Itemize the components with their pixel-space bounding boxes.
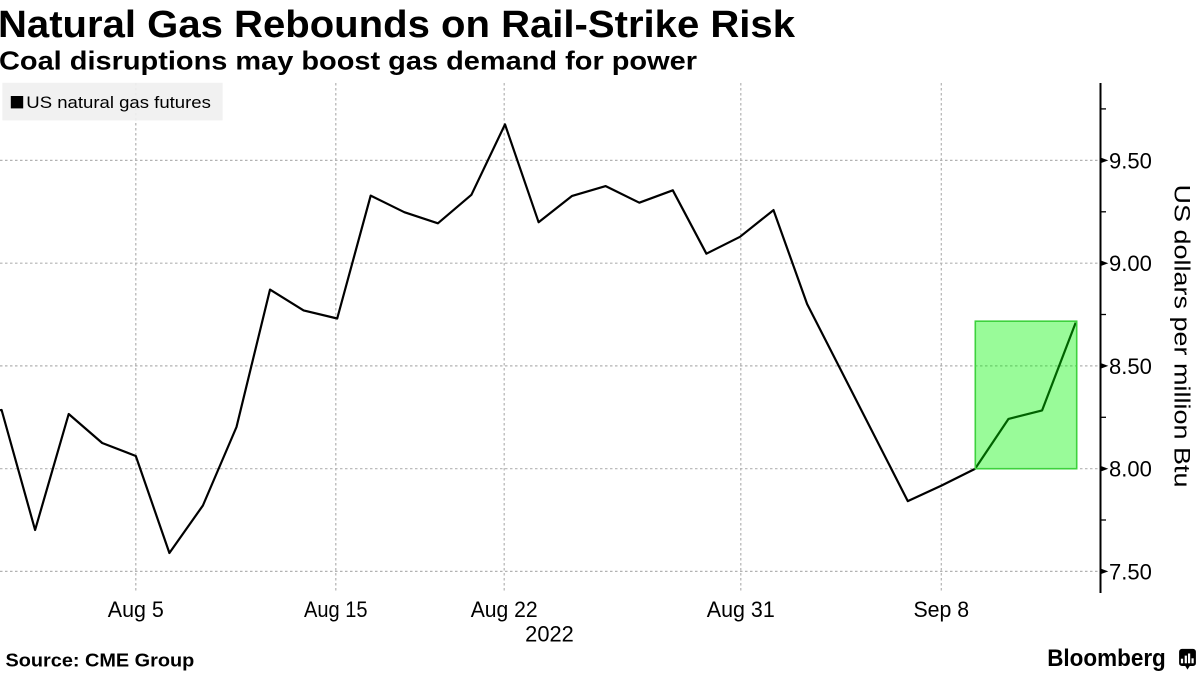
svg-text:9.50: 9.50 xyxy=(1109,148,1152,173)
svg-text:Aug 5: Aug 5 xyxy=(108,597,164,622)
svg-text:Aug 15: Aug 15 xyxy=(304,597,368,622)
svg-text:8.50: 8.50 xyxy=(1109,354,1152,379)
svg-text:2022: 2022 xyxy=(525,621,574,646)
svg-text:Coal disruptions may boost gas: Coal disruptions may boost gas demand fo… xyxy=(0,45,697,75)
svg-text:Source: CME Group: Source: CME Group xyxy=(6,651,195,671)
svg-text:Aug 22: Aug 22 xyxy=(471,597,538,622)
svg-text:Bloomberg: Bloomberg xyxy=(1047,645,1166,672)
svg-text:7.50: 7.50 xyxy=(1109,559,1152,584)
svg-text:US natural gas futures: US natural gas futures xyxy=(26,93,211,112)
svg-text:US dollars per million Btu: US dollars per million Btu xyxy=(1170,185,1195,488)
svg-text:9.00: 9.00 xyxy=(1109,251,1152,276)
svg-text:Natural Gas Rebounds on Rail-S: Natural Gas Rebounds on Rail-Strike Risk xyxy=(0,4,796,46)
svg-text:Sep 8: Sep 8 xyxy=(913,597,969,622)
svg-text:8.00: 8.00 xyxy=(1109,457,1152,482)
svg-text:Aug 31: Aug 31 xyxy=(707,597,775,622)
